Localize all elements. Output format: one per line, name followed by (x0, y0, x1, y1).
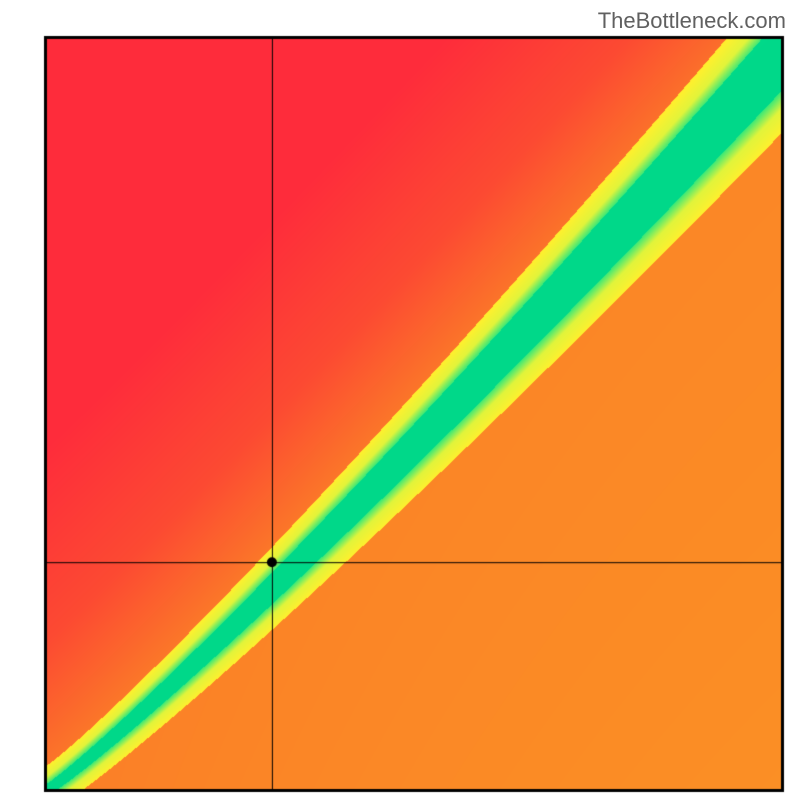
chart-container: TheBottleneck.com (0, 0, 800, 800)
bottleneck-heatmap (0, 0, 800, 800)
watermark-text: TheBottleneck.com (598, 8, 786, 34)
